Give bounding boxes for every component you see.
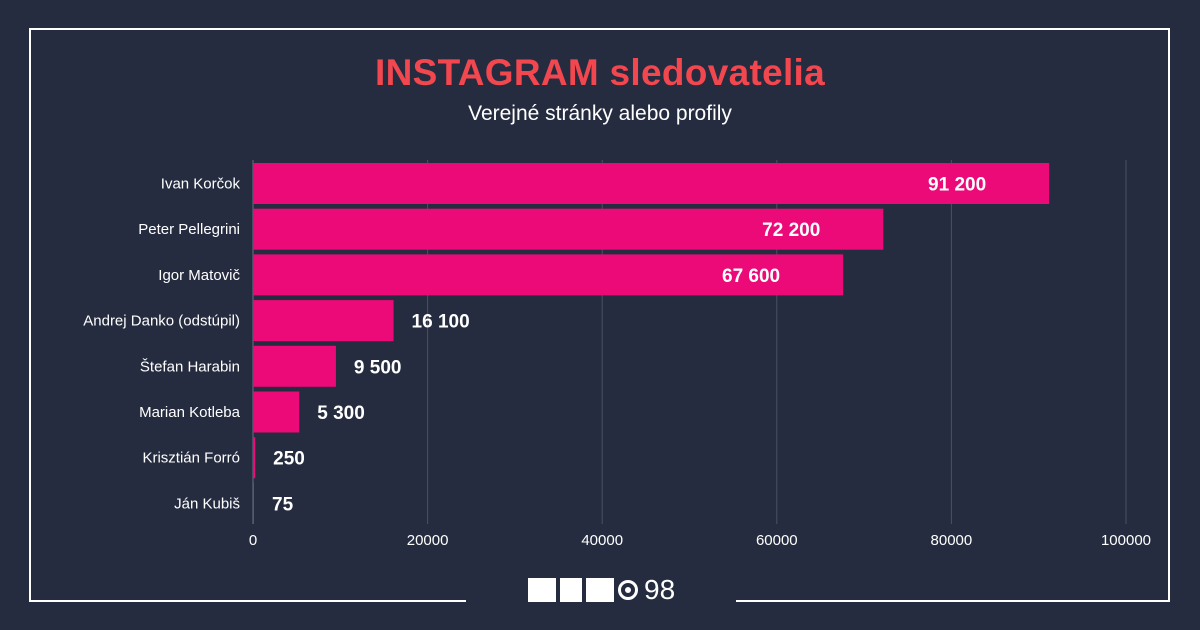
data-label: 9 500 [354,357,402,378]
x-tick-label: 80000 [931,532,973,549]
category-label: Ivan Korčok [161,176,241,193]
bar [253,163,1050,204]
category-label: Marian Kotleba [139,404,241,421]
bar [253,208,884,250]
logo-block-m1 [528,578,556,602]
logo-block-e [560,578,582,602]
bar [253,482,254,524]
data-label: 75 [272,494,294,515]
category-label: Andrej Danko (odstúpil) [83,313,240,330]
category-label: Ján Kubiš [174,495,240,512]
x-tick-label: 100000 [1101,532,1151,549]
data-label: 72 200 [762,220,820,241]
data-label: 67 600 [722,266,780,287]
data-label: 16 100 [412,312,470,333]
logo-block-m2 [586,578,614,602]
category-label: Peter Pellegrini [138,221,240,238]
data-label: 5 300 [317,403,365,424]
x-tick-label: 60000 [756,532,798,549]
logo-number: 98 [644,574,676,605]
data-label: 91 200 [928,175,986,196]
bar [253,345,336,387]
x-tick-label: 20000 [407,532,449,549]
x-tick-label: 40000 [581,532,623,549]
bar [253,437,256,479]
logo-circle-icon [618,580,638,600]
bar [253,300,394,342]
x-tick-label: 0 [249,532,257,549]
chart-subtitle: Verejné stránky alebo profily [468,102,732,125]
data-label: 250 [273,449,305,470]
bar [253,391,300,433]
category-label: Štefan Harabin [140,358,240,375]
chart-title: INSTAGRAM sledovatelia [374,52,825,93]
category-label: Igor Matovič [158,267,240,284]
memo98-logo: 98 [528,574,676,605]
bar [253,254,844,296]
category-label: Krisztián Forró [142,450,240,467]
